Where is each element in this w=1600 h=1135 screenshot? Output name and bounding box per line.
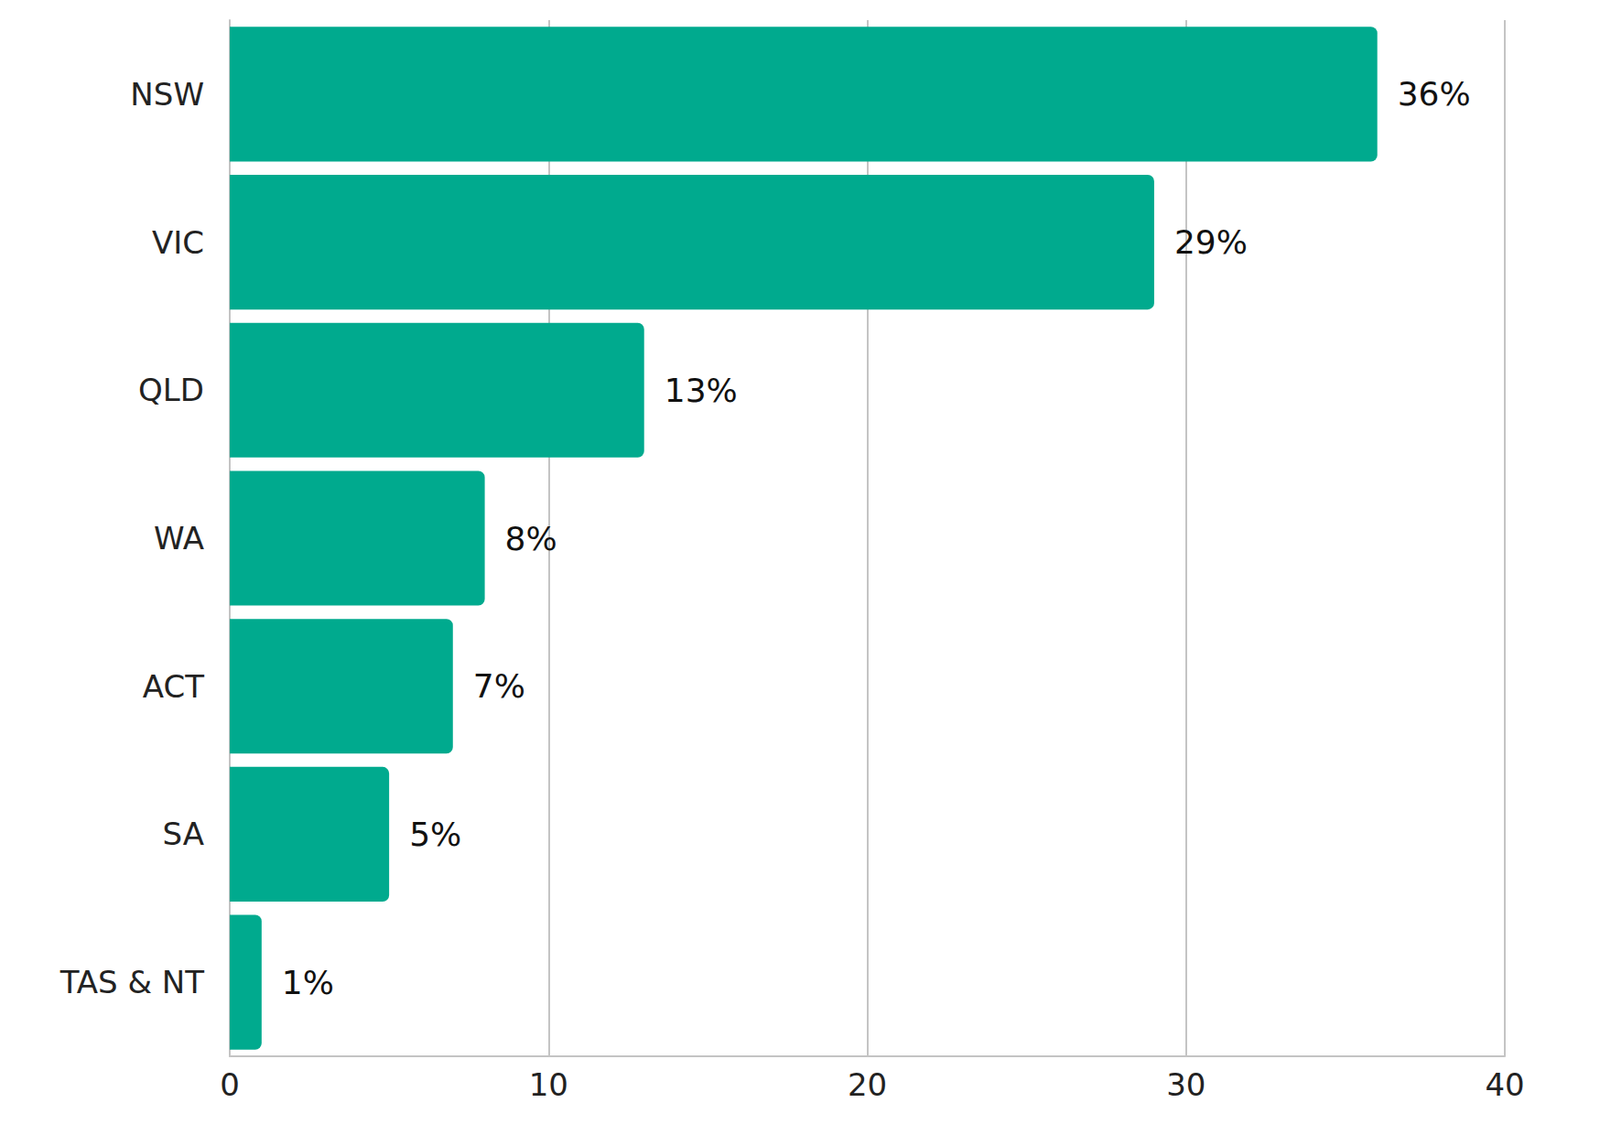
svg-text:WA: WA [153,519,205,557]
svg-text:1%: 1% [281,963,335,1002]
svg-text:5%: 5% [409,815,462,854]
svg-text:ACT: ACT [142,668,205,705]
svg-text:29%: 29% [1174,223,1248,261]
svg-text:0: 0 [219,1066,240,1103]
svg-text:SA: SA [162,815,205,853]
svg-text:13%: 13% [664,371,738,410]
svg-text:8%: 8% [505,519,558,558]
svg-text:NSW: NSW [129,75,205,113]
svg-text:QLD: QLD [138,371,205,409]
svg-text:20: 20 [847,1066,887,1103]
svg-text:TAS & NT: TAS & NT [59,963,206,1001]
svg-text:7%: 7% [473,667,526,705]
svg-text:36%: 36% [1397,75,1471,113]
svg-text:30: 30 [1166,1066,1206,1103]
svg-text:10: 10 [529,1066,569,1103]
svg-text:VIC: VIC [151,224,205,261]
svg-text:40: 40 [1484,1066,1525,1103]
